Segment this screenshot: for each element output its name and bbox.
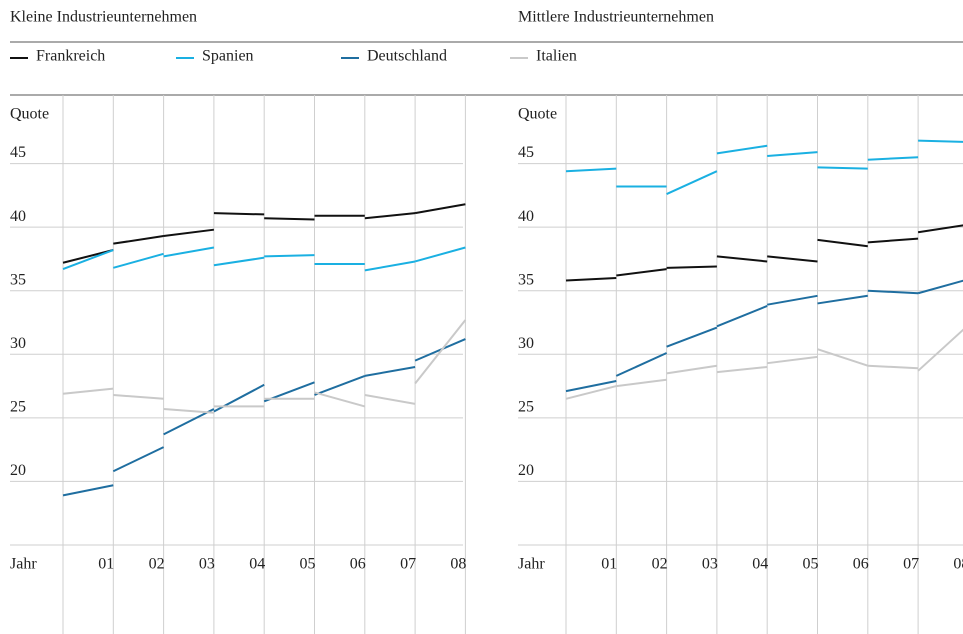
line-segment — [364, 212, 416, 220]
x-axis-label: Jahr — [518, 556, 545, 573]
legend-label: Spanien — [202, 48, 254, 65]
y-tick-label: 40 — [518, 208, 534, 225]
x-tick-label: 07 — [903, 556, 919, 573]
line-segment — [264, 254, 315, 258]
line-segment — [918, 139, 963, 143]
y-axis-label: Quote — [10, 106, 49, 123]
line-segment — [163, 246, 215, 258]
x-tick-label: 08 — [450, 556, 466, 573]
line-segment — [867, 237, 919, 244]
line-segment — [615, 352, 668, 377]
line-segment — [414, 319, 467, 385]
x-tick-label: 01 — [98, 556, 114, 573]
line-segment — [364, 260, 416, 272]
line-segment — [62, 484, 114, 497]
line-segment — [867, 364, 919, 370]
line-segment — [364, 366, 416, 377]
legend-label: Deutschland — [367, 48, 447, 65]
line-segment — [666, 364, 718, 375]
line-segment — [666, 326, 718, 348]
line-segment — [565, 167, 617, 173]
line-segment — [767, 151, 818, 157]
x-tick-label: 02 — [652, 556, 668, 573]
x-tick-label: 06 — [350, 556, 366, 573]
line-segment — [364, 393, 416, 405]
y-tick-label: 20 — [518, 462, 534, 479]
line-segment — [716, 305, 768, 328]
line-segment — [917, 279, 963, 295]
x-tick-label: 03 — [199, 556, 215, 573]
x-tick-label: 06 — [853, 556, 869, 573]
line-segment — [112, 446, 165, 473]
y-tick-label: 20 — [10, 462, 26, 479]
line-segment — [767, 355, 818, 365]
y-tick-label: 35 — [518, 271, 534, 288]
x-tick-label: 01 — [601, 556, 617, 573]
line-segment — [213, 256, 265, 267]
x-tick-label: 05 — [300, 556, 316, 573]
x-tick-label: 05 — [803, 556, 819, 573]
line-segment — [264, 217, 315, 221]
line-segment — [213, 212, 265, 216]
y-tick-label: 35 — [10, 271, 26, 288]
line-segment — [867, 289, 919, 295]
line-segment — [565, 277, 617, 282]
line-segment — [817, 294, 868, 305]
y-tick-label: 25 — [518, 399, 534, 416]
panel-title: Kleine Industrieunternehmen — [10, 9, 197, 26]
y-tick-label: 40 — [10, 208, 26, 225]
line-segment — [565, 380, 617, 393]
y-tick-label: 25 — [10, 399, 26, 416]
line-segment — [414, 338, 466, 362]
line-segment — [817, 166, 868, 170]
line-segment — [817, 238, 868, 248]
line-segment — [867, 156, 919, 161]
line-segment — [565, 385, 617, 400]
line-segment — [62, 249, 114, 271]
line-segment — [666, 170, 718, 195]
y-axis-label: Quote — [518, 106, 557, 123]
line-segment — [163, 407, 214, 414]
x-tick-label: 04 — [249, 556, 265, 573]
line-segment — [616, 268, 667, 277]
y-tick-label: 45 — [10, 144, 26, 161]
line-segment — [767, 255, 818, 263]
x-tick-label: 04 — [752, 556, 768, 573]
y-tick-label: 30 — [10, 335, 26, 352]
line-segment — [917, 224, 963, 234]
line-segment — [716, 144, 768, 155]
line-segment — [817, 348, 869, 367]
x-tick-label: 07 — [400, 556, 416, 573]
panel-title: Mittlere Industrieunternehmen — [518, 9, 714, 26]
x-tick-label: 08 — [953, 556, 963, 573]
line-segment — [414, 203, 466, 215]
line-segment — [62, 387, 114, 395]
line-segment — [616, 378, 667, 388]
y-tick-label: 30 — [518, 335, 534, 352]
line-segment — [767, 294, 818, 306]
line-segment — [163, 228, 215, 238]
line-segment — [113, 393, 164, 400]
line-segment — [314, 391, 366, 408]
line-segment — [113, 252, 164, 269]
line-segment — [314, 374, 366, 396]
line-segment — [716, 255, 768, 263]
line-segment — [113, 235, 164, 245]
line-segment — [666, 265, 717, 269]
line-segment — [716, 366, 768, 374]
line-segment — [213, 383, 265, 413]
legend-label: Frankreich — [36, 48, 105, 65]
line-segment — [163, 408, 215, 436]
x-tick-label: 03 — [702, 556, 718, 573]
line-segment — [917, 328, 963, 372]
line-segment — [414, 246, 466, 263]
y-tick-label: 45 — [518, 144, 534, 161]
x-tick-label: 02 — [149, 556, 165, 573]
x-axis-label: Jahr — [10, 556, 37, 573]
legend-label: Italien — [536, 48, 577, 65]
